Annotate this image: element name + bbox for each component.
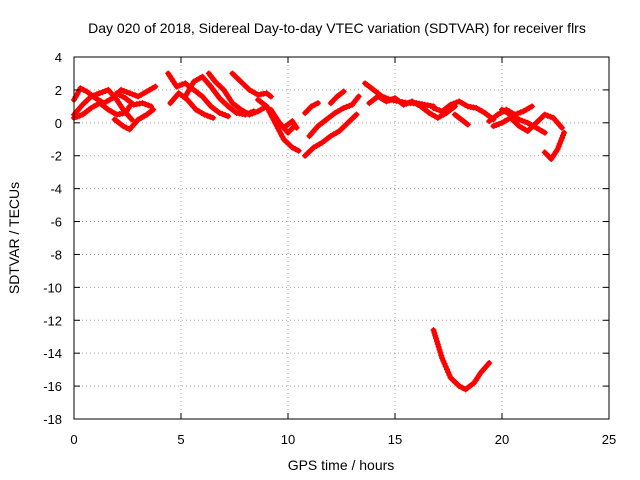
series-markers	[111, 106, 157, 133]
series-markers	[362, 80, 437, 110]
series-arc-18	[362, 80, 437, 110]
series-arc-16	[302, 100, 321, 116]
x-tick-label: 5	[177, 432, 184, 447]
series-arc-04	[111, 106, 157, 133]
series-markers	[282, 118, 300, 131]
series-arc-23	[490, 111, 565, 135]
series-arc-21	[451, 111, 471, 128]
series-markers	[541, 129, 568, 163]
series-markers	[267, 106, 298, 136]
chart-title: Day 020 of 2018, Sidereal Day-to-day VTE…	[88, 20, 586, 36]
series-markers	[165, 70, 232, 120]
series-markers	[205, 70, 270, 118]
series-arc-15	[306, 93, 362, 139]
series-markers	[327, 88, 347, 107]
series-markers	[302, 111, 360, 159]
series-arc-13	[282, 118, 300, 131]
y-tick-label: -12	[43, 313, 62, 328]
y-tick-label: -8	[50, 247, 62, 262]
series-markers	[430, 327, 493, 393]
x-tick-label: 0	[70, 432, 77, 447]
y-tick-label: -16	[43, 379, 62, 394]
series-arc-12	[267, 106, 298, 136]
grid-lines	[74, 57, 609, 419]
series-arc-14	[302, 111, 360, 159]
series-arc-05	[113, 90, 155, 110]
series-markers	[302, 100, 321, 116]
y-tick-label: -2	[50, 149, 62, 164]
y-tick-label: 0	[55, 116, 62, 131]
x-tick-label: 15	[388, 432, 402, 447]
series-arc-09	[205, 70, 270, 118]
series-markers	[306, 93, 362, 139]
x-tick-label: 25	[602, 432, 616, 447]
series-arc-25	[541, 129, 568, 163]
y-tick-label: -10	[43, 280, 62, 295]
y-tick-label: -4	[50, 182, 62, 197]
y-tick-label: -6	[50, 215, 62, 230]
y-tick-label: -18	[43, 412, 62, 427]
series-arc-19	[366, 93, 458, 121]
series-arc-06	[165, 70, 232, 120]
series-markers	[430, 98, 497, 123]
series-markers	[366, 93, 458, 121]
y-tick-label: 4	[55, 50, 62, 65]
x-tick-label: 10	[281, 432, 295, 447]
x-tick-label: 20	[495, 432, 509, 447]
series-arc-20	[430, 98, 497, 123]
series-arc-26	[430, 327, 493, 393]
data-traces	[71, 70, 568, 393]
series-arc-10	[229, 70, 274, 100]
series-markers	[499, 106, 548, 136]
series-markers	[229, 70, 274, 100]
series-markers	[113, 90, 155, 110]
y-axis-label: SDTVAR / TECUs	[6, 182, 22, 294]
x-axis-label: GPS time / hours	[288, 457, 395, 473]
series-markers	[451, 111, 471, 128]
y-tick-label: 2	[55, 83, 62, 98]
plot-frame	[73, 56, 610, 420]
y-tick-label: -14	[43, 346, 62, 361]
series-arc-17	[327, 88, 347, 107]
series-arc-24	[499, 106, 548, 136]
